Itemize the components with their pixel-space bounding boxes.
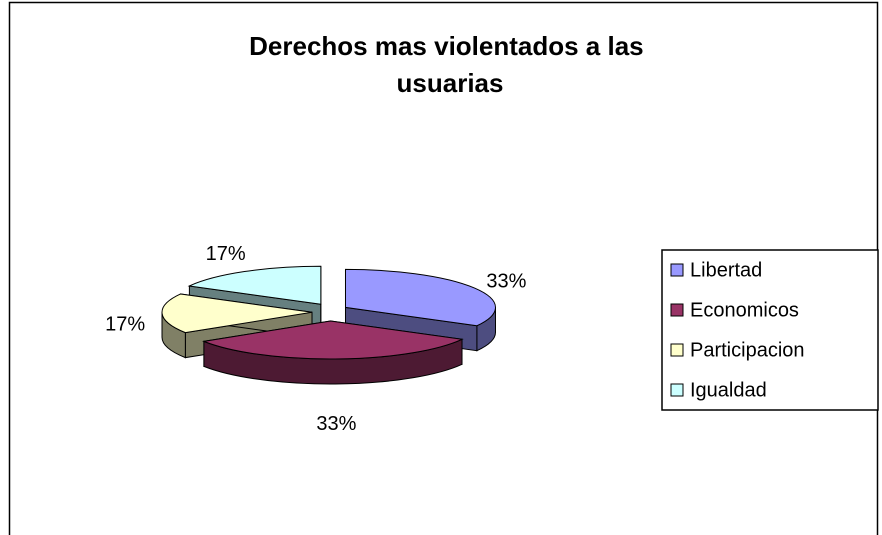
chart-title: Derechos mas violentados a las usuarias xyxy=(249,31,651,98)
slice xyxy=(202,320,464,385)
pie xyxy=(161,265,496,385)
legend-label: Libertad xyxy=(690,259,762,281)
slice xyxy=(161,293,313,334)
title-line: usuarias xyxy=(397,68,504,98)
legend-swatch xyxy=(670,343,684,357)
slice xyxy=(344,268,496,352)
legend-label: Igualdad xyxy=(690,379,767,401)
data-label: 33% xyxy=(316,413,356,435)
data-label: 17% xyxy=(105,314,145,336)
legend-swatch xyxy=(670,383,684,397)
legend-label: Participacion xyxy=(690,339,805,361)
data-label: 17% xyxy=(206,243,246,265)
slice xyxy=(187,265,322,305)
slice xyxy=(344,268,496,327)
legend-label: Economicos xyxy=(690,299,799,321)
title-line: Derechos mas violentados a las xyxy=(249,31,644,61)
data-label: 33% xyxy=(486,271,526,293)
legend-swatch xyxy=(670,303,684,317)
slice xyxy=(202,320,464,360)
legend-box xyxy=(661,249,879,411)
legend-swatch xyxy=(670,263,684,277)
